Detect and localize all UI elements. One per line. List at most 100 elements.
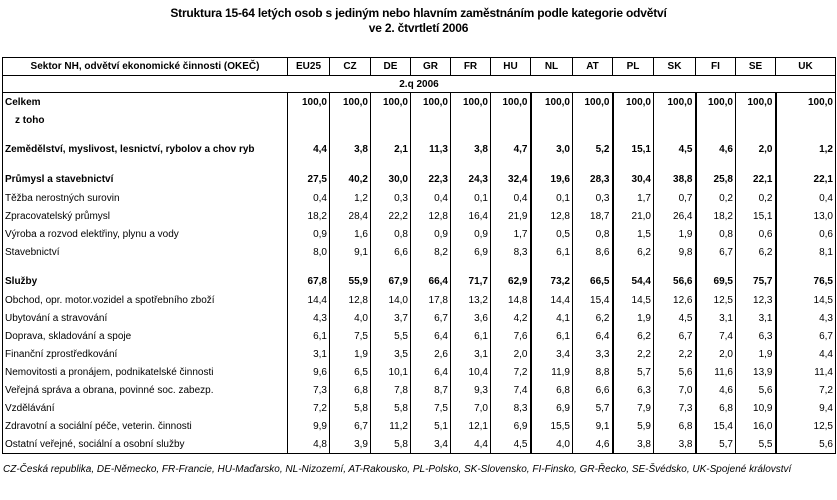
cell-sk: 0,7: [653, 189, 697, 207]
cell-uk: [775, 111, 836, 129]
cell-hu: 8,3: [490, 399, 532, 417]
cell-sk: 4,5: [653, 309, 697, 327]
cell-fr: 6,9: [450, 243, 491, 261]
cell-sk: 5,6: [653, 363, 697, 381]
cell-hu: [490, 111, 532, 129]
cell-gr: 8,2: [410, 243, 451, 261]
cell-de: 6,6: [370, 243, 411, 261]
cell-fr: 4,4: [450, 435, 491, 454]
cell-eu25: 4,3: [287, 309, 330, 327]
cell-fr: 10,4: [450, 363, 491, 381]
data-table: Sektor NH, odvětví ekonomické činnosti (…: [2, 57, 836, 454]
cell-nl: 73,2: [530, 261, 573, 291]
cell-cz: 7,5: [329, 327, 371, 345]
cell-de: 100,0: [370, 92, 411, 111]
cell-se: 6,3: [735, 327, 777, 345]
cell-se: 22,1: [735, 159, 777, 189]
cell-fi: 7,4: [695, 327, 736, 345]
cell-hu: 7,6: [490, 327, 532, 345]
cell-at: 6,4: [572, 327, 614, 345]
cell-gr: 5,1: [410, 417, 451, 435]
cell-hu: 4,2: [490, 309, 532, 327]
cell-eu25: 67,8: [287, 261, 330, 291]
column-header-cz: CZ: [329, 57, 371, 76]
column-header-eu25: EU25: [287, 57, 330, 76]
cell-sk: 56,6: [653, 261, 697, 291]
row-label: Stavebnictví: [2, 243, 288, 261]
cell-nl: [530, 111, 573, 129]
cell-pl: 6,2: [612, 327, 654, 345]
cell-de: 5,5: [370, 327, 411, 345]
table-row: Nemovitosti a pronájem, podnikatelské či…: [2, 363, 836, 381]
cell-sk: 6,7: [653, 327, 697, 345]
cell-se: 16,0: [735, 417, 777, 435]
column-header-uk: UK: [775, 57, 836, 76]
cell-hu: 4,7: [490, 129, 532, 159]
cell-uk: 6,7: [775, 327, 836, 345]
cell-fr: 3,1: [450, 345, 491, 363]
column-header-sk: SK: [653, 57, 696, 76]
cell-se: 15,1: [735, 207, 777, 225]
cell-fi: 11,6: [695, 363, 736, 381]
cell-gr: 6,7: [410, 309, 451, 327]
cell-pl: 6,2: [612, 243, 654, 261]
column-header-fi: FI: [695, 57, 736, 76]
column-header-gr: GR: [410, 57, 451, 76]
cell-fi: 18,2: [695, 207, 736, 225]
cell-pl: 30,4: [612, 159, 654, 189]
cell-gr: 3,4: [410, 435, 451, 454]
cell-fi: 6,8: [695, 399, 736, 417]
cell-fr: 100,0: [450, 92, 491, 111]
cell-fr: 9,3: [450, 381, 491, 399]
cell-at: 4,6: [572, 435, 614, 454]
cell-hu: 14,8: [490, 291, 532, 309]
cell-at: 8,6: [572, 243, 614, 261]
cell-cz: 40,2: [329, 159, 371, 189]
cell-nl: 6,9: [530, 399, 573, 417]
cell-at: 3,3: [572, 345, 614, 363]
cell-gr: 6,4: [410, 327, 451, 345]
cell-cz: 28,4: [329, 207, 371, 225]
cell-uk: 7,2: [775, 381, 836, 399]
cell-gr: 0,9: [410, 225, 451, 243]
row-label: Veřejná správa a obrana, povinné soc. za…: [2, 381, 288, 399]
cell-nl: 19,6: [530, 159, 573, 189]
cell-gr: 6,4: [410, 363, 451, 381]
row-label: Průmysl a stavebnictví: [2, 159, 288, 189]
cell-gr: 17,8: [410, 291, 451, 309]
table-row: Zdravotní a sociální péče, veterin. činn…: [2, 417, 836, 435]
cell-pl: 100,0: [612, 92, 654, 111]
cell-nl: 11,9: [530, 363, 573, 381]
cell-eu25: [287, 111, 330, 129]
cell-se: 10,9: [735, 399, 777, 417]
cell-de: 3,7: [370, 309, 411, 327]
cell-nl: 4,0: [530, 435, 573, 454]
cell-de: 30,0: [370, 159, 411, 189]
cell-sk: 26,4: [653, 207, 697, 225]
cell-fr: 3,6: [450, 309, 491, 327]
cell-pl: 21,0: [612, 207, 654, 225]
cell-se: 3,1: [735, 309, 777, 327]
cell-at: 100,0: [572, 92, 614, 111]
cell-pl: 2,2: [612, 345, 654, 363]
row-label: Zemědělství, myslivost, lesnictví, rybol…: [2, 129, 288, 159]
table-row: Veřejná správa a obrana, povinné soc. za…: [2, 381, 836, 399]
cell-eu25: 14,4: [287, 291, 330, 309]
cell-gr: 0,4: [410, 189, 451, 207]
cell-gr: 11,3: [410, 129, 451, 159]
cell-eu25: 100,0: [287, 92, 330, 111]
cell-fi: 2,0: [695, 345, 736, 363]
cell-fi: 4,6: [695, 381, 736, 399]
period-row: 2.q 2006: [2, 75, 836, 93]
cell-at: 6,6: [572, 381, 614, 399]
cell-uk: 1,2: [775, 129, 836, 159]
cell-hu: 32,4: [490, 159, 532, 189]
table-row: Doprava, skladování a spoje 6,1 7,5 5,5 6,4 6…: [2, 327, 836, 345]
cell-cz: 100,0: [329, 92, 371, 111]
cell-pl: 5,9: [612, 417, 654, 435]
cell-at: 0,8: [572, 225, 614, 243]
footnote: CZ-Česká republika, DE-Německo, FR-Franc…: [3, 464, 792, 475]
column-header-label: Sektor NH, odvětví ekonomické činnosti (…: [2, 57, 288, 76]
table-row: Finanční zprostředkování 3,1 1,9 3,5 2,6 3,1 2…: [2, 345, 836, 363]
cell-cz: [329, 111, 371, 129]
